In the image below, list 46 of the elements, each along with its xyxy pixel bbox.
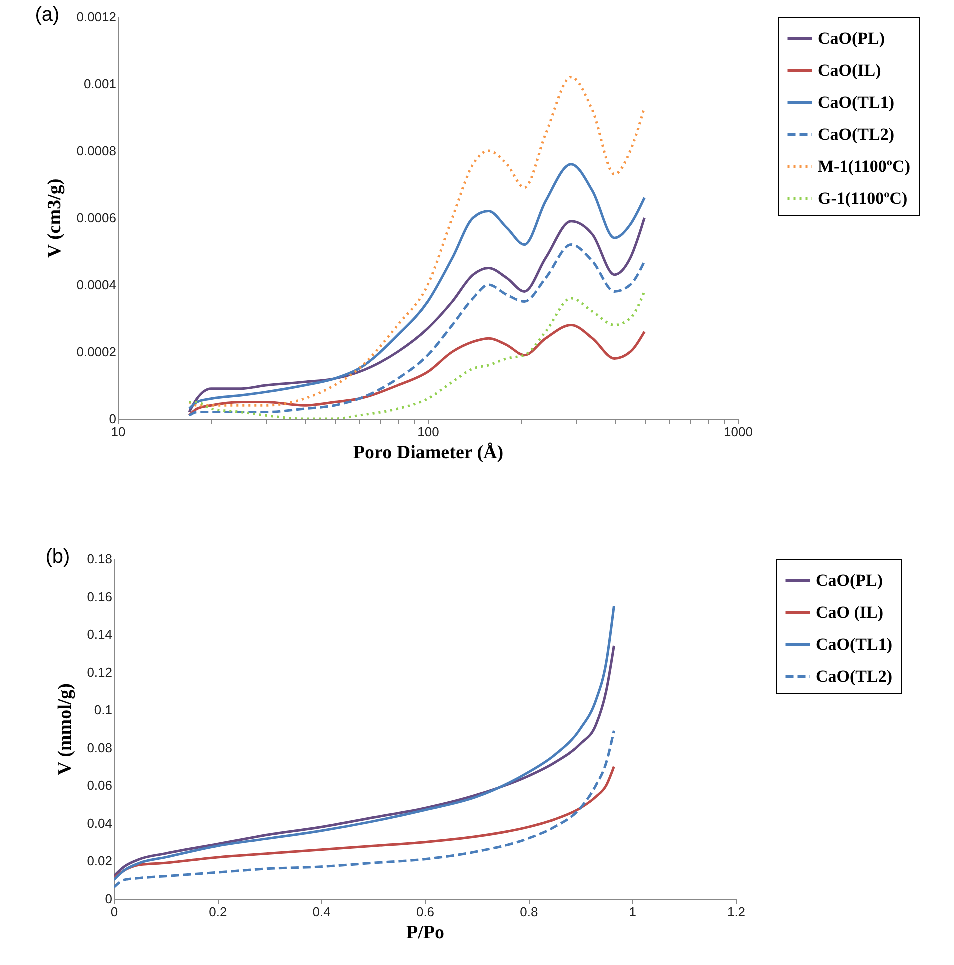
legend-label: CaO(TL2) <box>816 667 892 686</box>
line-series <box>114 766 616 880</box>
y-axis-title: V (cm3/g) <box>44 178 66 258</box>
y-tick-label: 0.08 <box>87 740 112 756</box>
legend-label: CaO(TL1) <box>818 93 894 112</box>
y-tick-label: 0.0002 <box>76 344 116 360</box>
y-tick-label: 0.12 <box>87 664 112 680</box>
y-tick-label: 0.18 <box>87 552 112 566</box>
x-tick-label: 1 <box>629 904 636 920</box>
line-series <box>114 730 616 889</box>
legend-label: CaO(TL1) <box>816 635 892 654</box>
x-tick-label: 0.4 <box>312 904 331 920</box>
chart-title: (a) <box>35 4 60 26</box>
x-axis-title: P/Po <box>406 922 444 944</box>
x-tick-label: 0.8 <box>520 904 538 920</box>
line-series <box>114 604 616 882</box>
legend-label: CaO (IL) <box>816 603 884 622</box>
legend-label: CaO(PL) <box>816 571 884 590</box>
y-tick-label: 0 <box>105 892 112 906</box>
legend-label: CaO(TL2) <box>818 125 894 144</box>
y-tick-label: 0.0008 <box>76 144 116 158</box>
y-tick-label: 0.02 <box>87 854 112 869</box>
legend-label: G-1(1100ºC) <box>818 189 908 208</box>
y-tick-label: 0.0012 <box>76 10 116 24</box>
x-tick-label: 1000 <box>724 424 753 440</box>
y-tick-label: 0.1 <box>94 702 112 718</box>
y-tick-label: 0.04 <box>87 816 112 831</box>
y-tick-label: 0.06 <box>87 778 112 794</box>
y-tick-label: 0.0006 <box>76 210 116 226</box>
legend-label: CaO(PL) <box>818 29 886 48</box>
y-tick-label: 0.0004 <box>76 278 116 292</box>
x-tick-label: 0.2 <box>209 904 228 920</box>
chart-title: (b) <box>46 546 70 568</box>
x-axis-title: Poro Diameter (Å) <box>353 442 504 464</box>
x-tick-label: 1.2 <box>727 904 746 920</box>
y-tick-label: 0.16 <box>87 589 112 604</box>
y-tick-label: 0.001 <box>84 76 116 92</box>
legend-label: CaO(IL) <box>818 61 882 80</box>
line-series <box>114 644 616 878</box>
x-tick-label: 0.6 <box>416 904 435 920</box>
y-tick-label: 0 <box>109 412 116 426</box>
x-tick-label: 10 <box>111 424 126 440</box>
x-tick-label: 100 <box>418 424 440 440</box>
y-axis-title: V (mmol/g) <box>55 684 76 776</box>
y-tick-label: 0.14 <box>87 627 112 642</box>
legend-label: M-1(1100ºC) <box>818 157 910 176</box>
